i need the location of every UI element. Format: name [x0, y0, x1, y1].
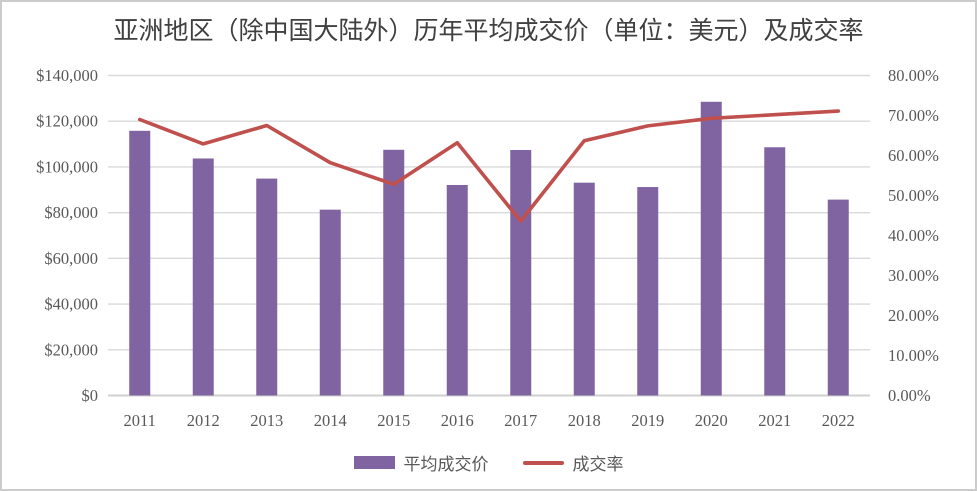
right-axis-tick-label: 30.00%: [888, 266, 939, 285]
bar-2011: [129, 130, 151, 396]
chart-title: 亚洲地区（除中国大陆外）历年平均成交价（单位：美元）及成交率: [113, 18, 864, 45]
bar-2012: [192, 158, 214, 396]
right-axis-tick-label: 70.00%: [888, 106, 939, 125]
bar-2013: [256, 178, 278, 396]
legend-item-deal-rate: 成交率: [522, 450, 624, 475]
x-axis-tick-label: 2014: [314, 411, 347, 430]
right-axis-tick-label: 20.00%: [888, 306, 939, 325]
bar-2015: [383, 149, 405, 396]
right-axis-tick-label: 10.00%: [888, 346, 939, 365]
legend-label-deal-rate: 成交率: [572, 455, 624, 474]
bar-2018: [573, 182, 595, 396]
legend-label-avg-price: 平均成交价: [403, 455, 489, 474]
left-axis-tick-label: $140,000: [36, 66, 98, 85]
x-axis-tick-label: 2021: [758, 411, 791, 430]
legend-item-avg-price: 平均成交价: [353, 450, 489, 475]
bar-2022: [827, 199, 849, 396]
x-axis-tick-label: 2018: [568, 411, 601, 430]
x-axis-tick-label: 2017: [504, 411, 537, 430]
bar-series-swatch-icon: [353, 456, 395, 469]
bar-2017: [510, 150, 532, 396]
x-axis-tick-label: 2016: [441, 411, 474, 430]
bar-2019: [637, 187, 659, 396]
x-axis-tick-label: 2013: [250, 411, 283, 430]
left-axis-tick-label: $20,000: [44, 340, 98, 359]
left-axis-tick-label: $120,000: [36, 112, 98, 131]
left-axis-tick-label: $40,000: [44, 295, 98, 314]
x-axis-tick-label: 2019: [631, 411, 664, 430]
left-axis-tick-label: $80,000: [44, 203, 98, 222]
x-axis-tick-label: 2020: [695, 411, 728, 430]
right-axis-tick-label: 80.00%: [888, 66, 939, 85]
right-axis-tick-label: 0.00%: [888, 386, 931, 405]
left-axis-tick-label: $0: [82, 386, 99, 405]
line-series-swatch-icon: [522, 460, 564, 465]
bar-2020: [700, 101, 722, 396]
bar-2016: [446, 184, 468, 396]
chart-plot-area: $0 $20,000 $40,000 $60,000 $80,000 $100,000 $1…: [36, 66, 939, 430]
left-axis-tick-label: $100,000: [36, 157, 98, 176]
x-axis-tick-label: 2015: [377, 411, 410, 430]
left-axis-tick-label: $60,000: [44, 249, 98, 268]
chart-legend: 平均成交价 成交率: [2, 450, 975, 475]
right-axis-tick-label: 50.00%: [888, 186, 939, 205]
x-axis-tick-label: 2012: [187, 411, 220, 430]
x-axis-tick-label: 2011: [124, 411, 156, 430]
bar-2021: [764, 147, 786, 396]
right-axis-tick-label: 60.00%: [888, 146, 939, 165]
bar-2014: [319, 209, 341, 396]
right-axis-tick-label: 40.00%: [888, 226, 939, 245]
x-axis-tick-label: 2022: [822, 411, 855, 430]
line-series: [137, 109, 841, 223]
